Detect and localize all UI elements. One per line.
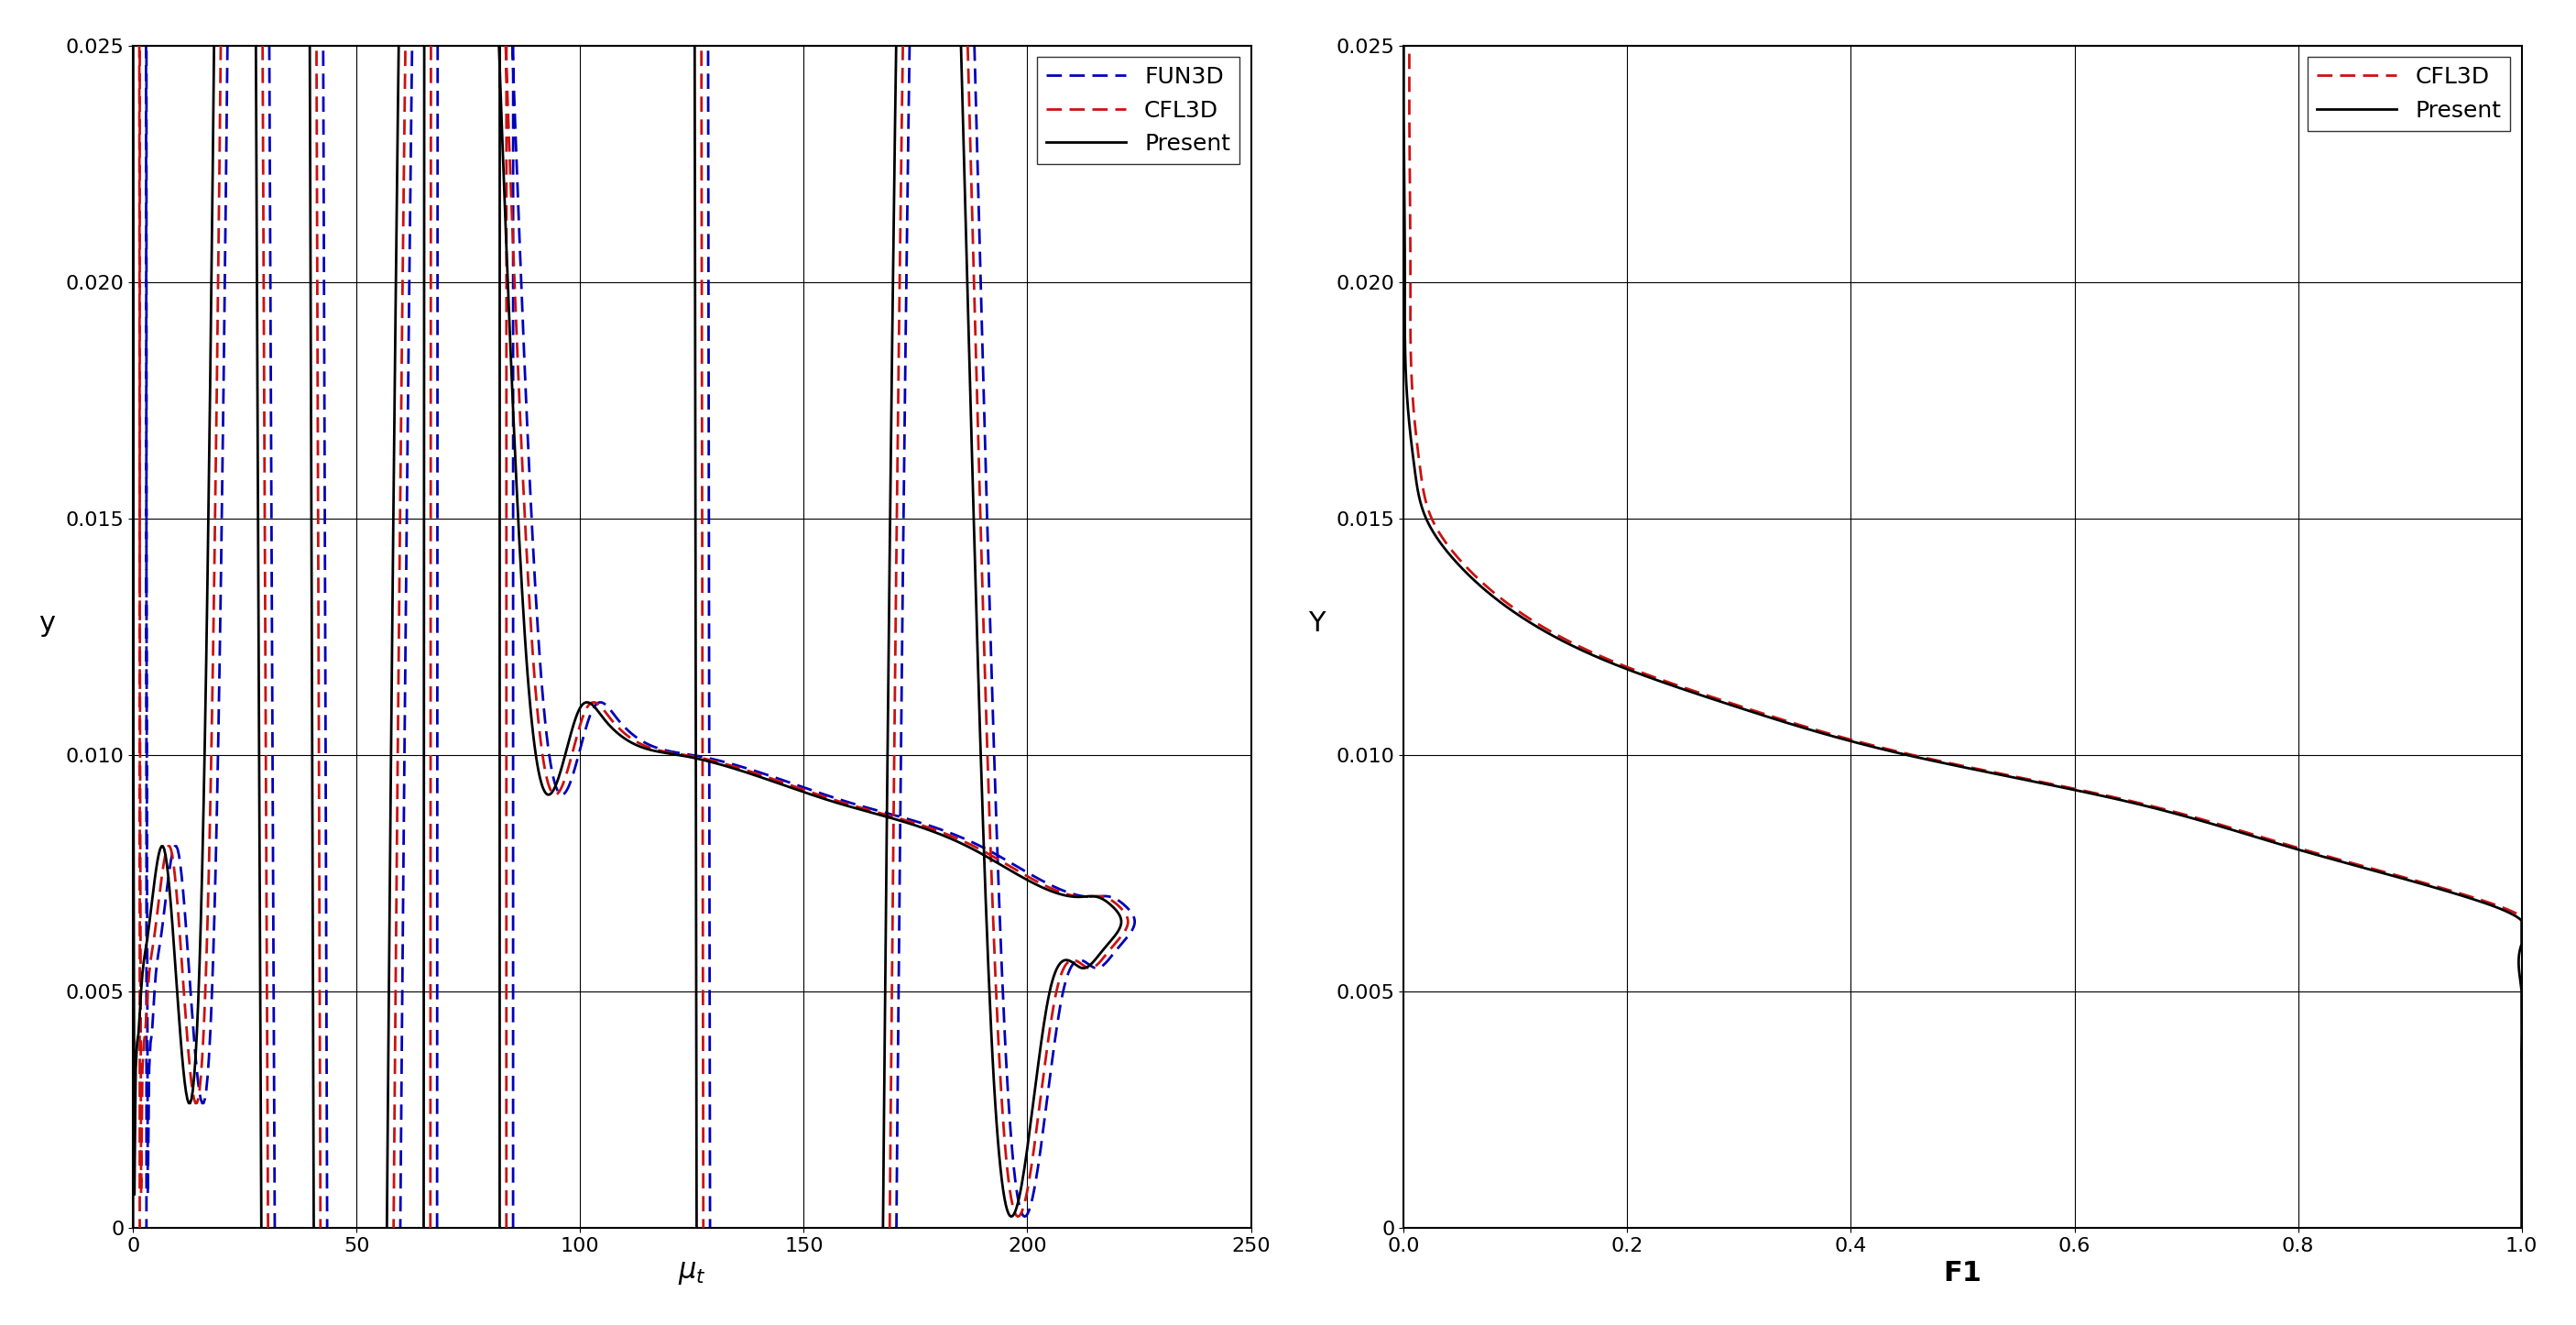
CFL3D (1394, 73, 1425, 89)
FUN3D (209, 379, 240, 395)
FUN3D (206, 478, 237, 494)
CFL3D (124, 576, 155, 592)
FUN3D (131, 576, 162, 592)
Line: CFL3D: CFL3D (1409, 45, 2527, 1228)
CFL3D (1394, 37, 1425, 53)
Present (1388, 73, 1419, 89)
Present (193, 478, 224, 494)
Present (1571, 645, 1602, 661)
Y-axis label: Y: Y (1309, 610, 1327, 637)
Present (2506, 1159, 2537, 1175)
Present (1388, 37, 1419, 53)
CFL3D (1394, 72, 1425, 87)
Present (1388, 289, 1419, 305)
Present (118, 576, 149, 592)
CFL3D (1659, 676, 1690, 692)
CFL3D (1396, 289, 1427, 305)
CFL3D (201, 478, 232, 494)
CFL3D (2512, 1159, 2543, 1175)
Line: FUN3D: FUN3D (137, 0, 1133, 1325)
CFL3D (1579, 645, 1610, 661)
Present (196, 379, 227, 395)
Present (2506, 1220, 2537, 1236)
Present (118, 576, 149, 592)
Legend: FUN3D, CFL3D, Present: FUN3D, CFL3D, Present (1036, 57, 1239, 164)
CFL3D (124, 576, 155, 592)
Y-axis label: y: y (39, 610, 54, 637)
X-axis label: F1: F1 (1942, 1260, 1981, 1287)
Legend: CFL3D, Present: CFL3D, Present (2308, 57, 2509, 131)
Present (1388, 72, 1419, 87)
Line: Present: Present (124, 0, 1121, 1325)
X-axis label: $\mu_t$: $\mu_t$ (677, 1260, 706, 1287)
Line: CFL3D: CFL3D (131, 0, 1128, 1325)
CFL3D (201, 379, 232, 395)
FUN3D (131, 576, 162, 592)
Line: Present: Present (1404, 45, 2522, 1228)
Present (1654, 676, 1685, 692)
CFL3D (2512, 1220, 2543, 1236)
